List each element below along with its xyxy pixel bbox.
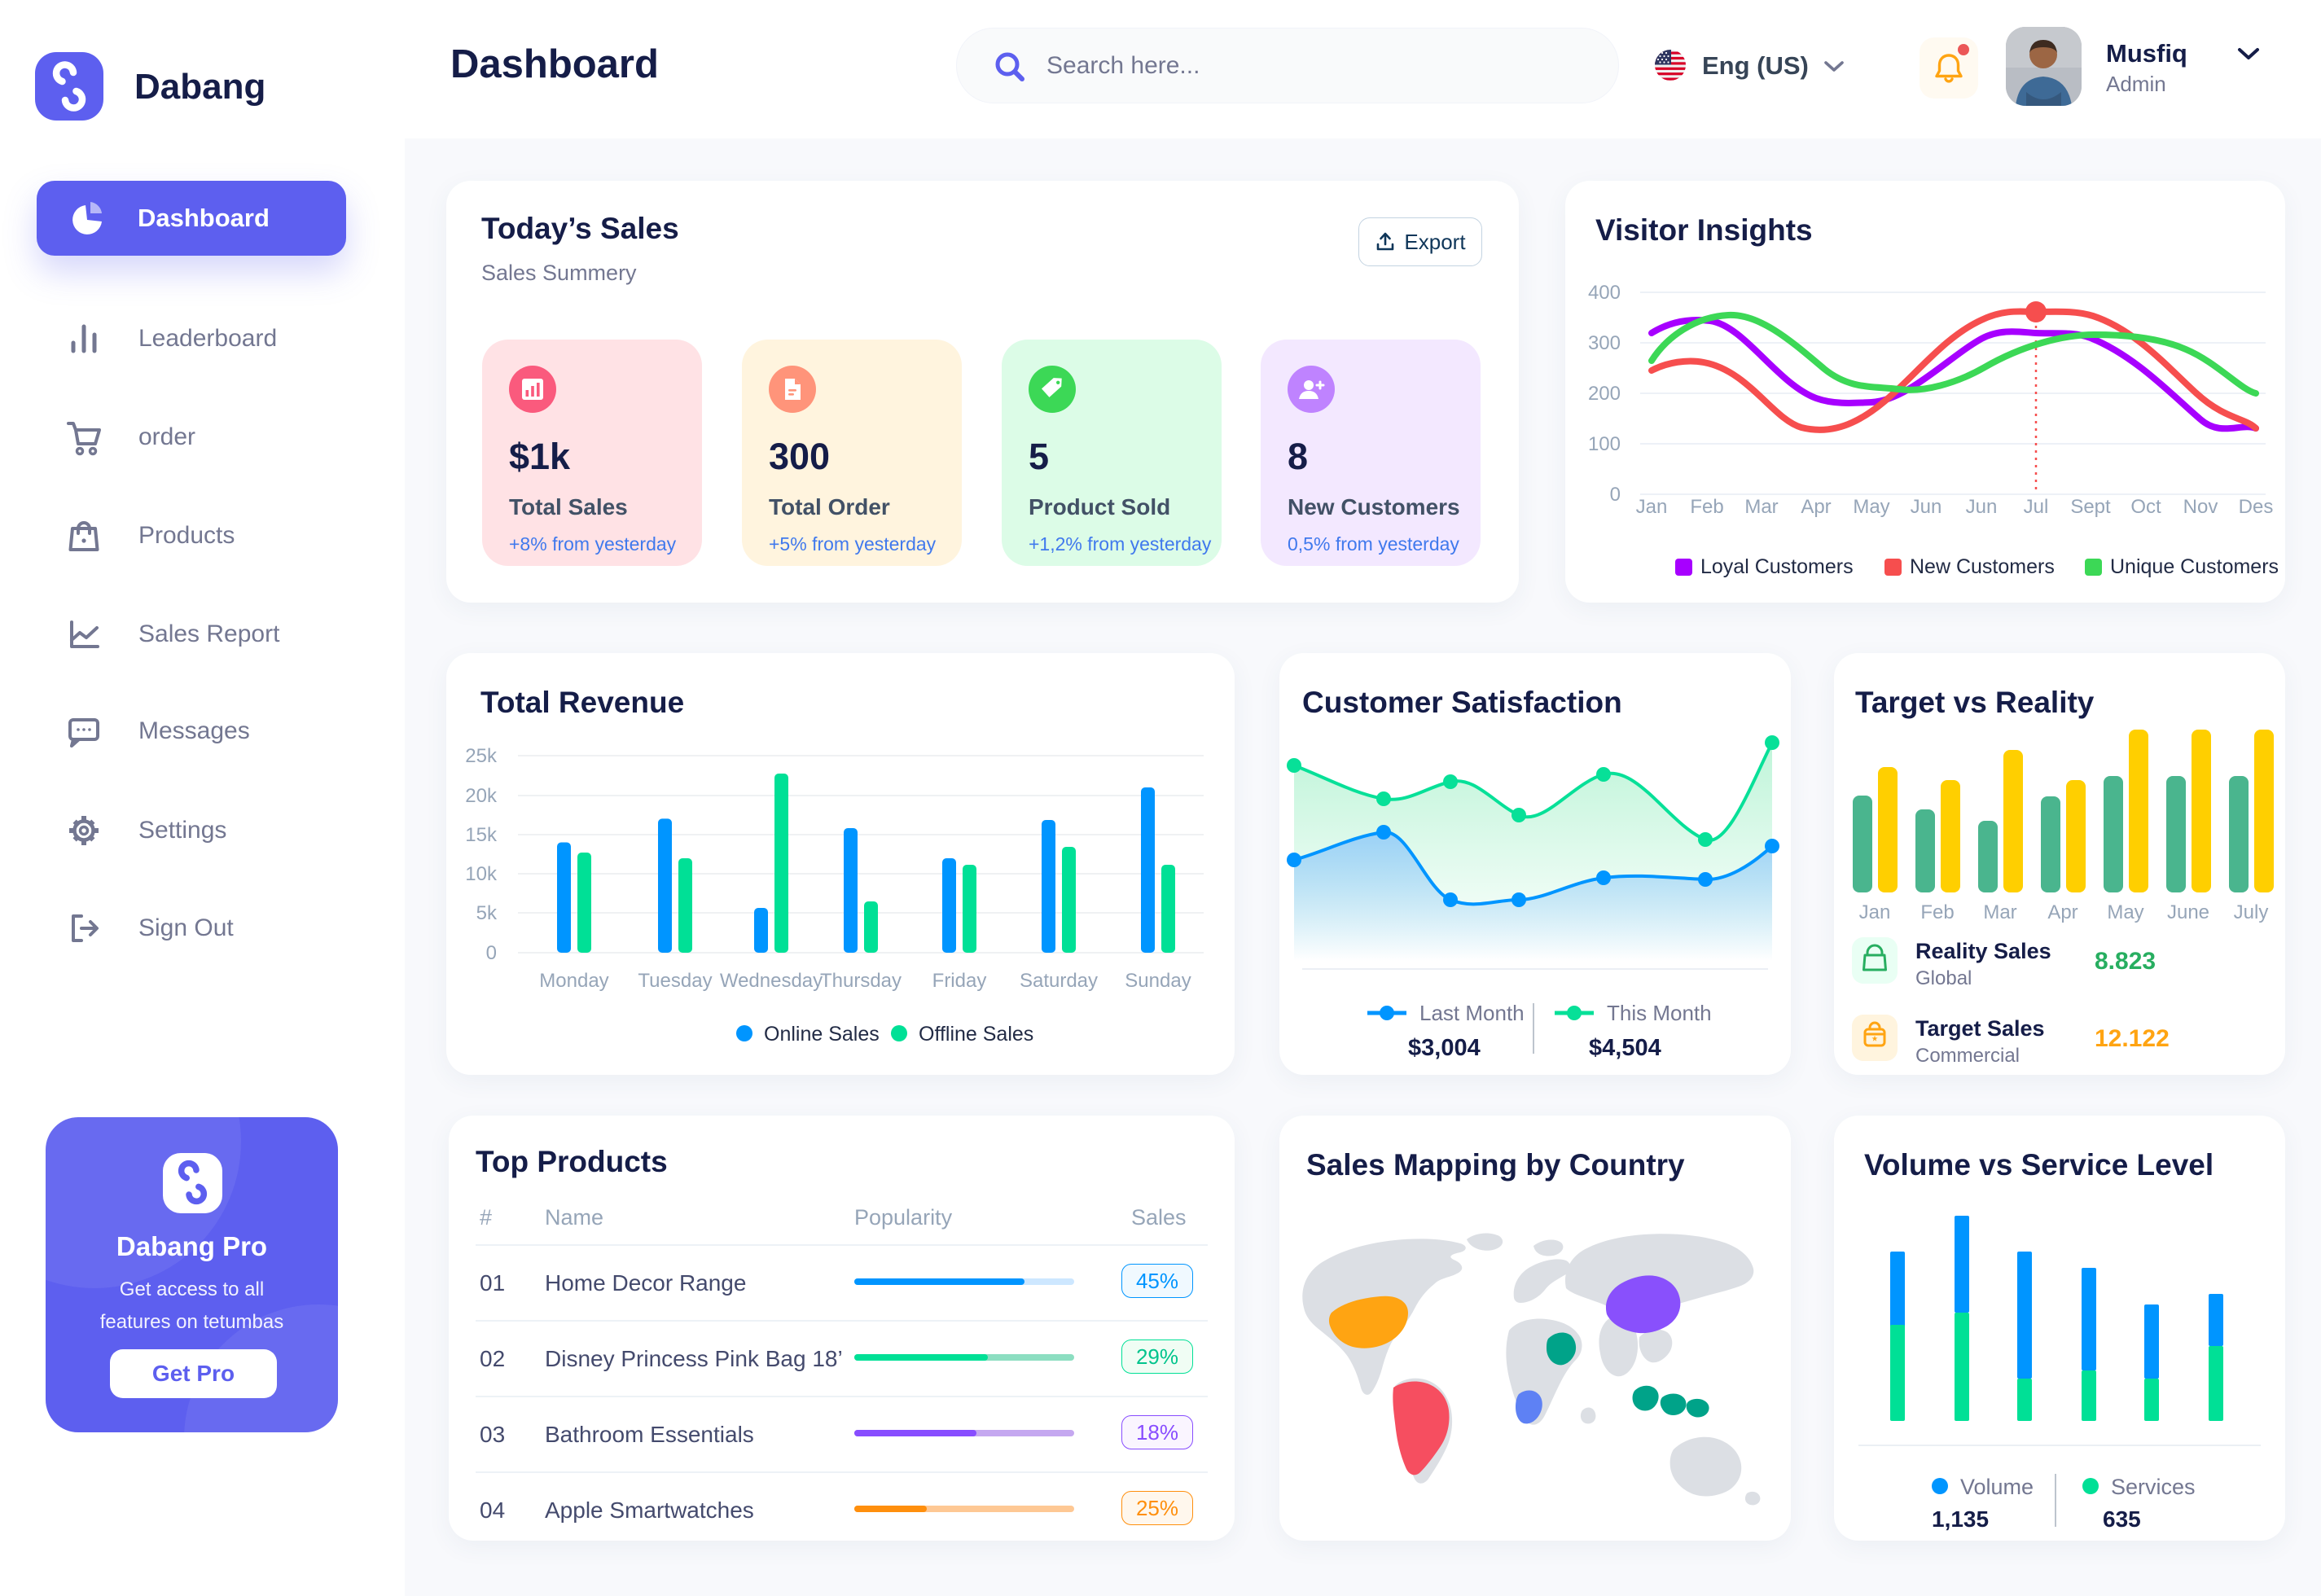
svg-text:Jan: Jan [1859, 901, 1891, 923]
svg-text:Sunday: Sunday [1125, 970, 1191, 992]
svg-text:Apr: Apr [1801, 496, 1831, 518]
svg-text:July: July [2234, 901, 2269, 923]
svg-text:200: 200 [1588, 383, 1621, 405]
svg-text:20k: 20k [465, 785, 498, 807]
svg-text:Sept: Sept [2070, 496, 2111, 518]
svg-text:Apr: Apr [2047, 901, 2077, 923]
svg-text:Mar: Mar [1744, 496, 1778, 518]
svg-text:Jul: Jul [2024, 496, 2049, 518]
svg-text:Unique Customers: Unique Customers [2110, 555, 2279, 578]
svg-text:10k: 10k [465, 863, 498, 885]
svg-text:1,135: 1,135 [1932, 1506, 1989, 1532]
svg-text:$4,504: $4,504 [1589, 1035, 1661, 1061]
svg-text:Tuesday: Tuesday [638, 970, 712, 992]
svg-text:0: 0 [1610, 484, 1621, 506]
svg-text:Global: Global [1915, 967, 1972, 989]
svg-text:June: June [2167, 901, 2209, 923]
svg-text:Commercial: Commercial [1915, 1045, 2020, 1067]
svg-text:Volume: Volume [1960, 1475, 2034, 1499]
svg-text:Monday: Monday [539, 970, 608, 992]
svg-text:Feb: Feb [1920, 901, 1954, 923]
svg-text:Offline Sales: Offline Sales [919, 1023, 1033, 1046]
svg-text:This Month: This Month [1607, 1001, 1712, 1025]
svg-text:25k: 25k [465, 745, 498, 767]
svg-text:Jun: Jun [1966, 496, 1998, 518]
svg-text:Wednesday: Wednesday [720, 970, 823, 992]
svg-text:Thursday: Thursday [820, 970, 902, 992]
svg-text:Jun: Jun [1911, 496, 1942, 518]
svg-text:5k: 5k [476, 902, 498, 924]
svg-text:Services: Services [2111, 1475, 2196, 1499]
svg-text:Feb: Feb [1690, 496, 1723, 518]
svg-text:Des: Des [2239, 496, 2274, 518]
svg-text:Friday: Friday [932, 970, 987, 992]
svg-text:Reality Sales: Reality Sales [1915, 939, 2051, 963]
svg-text:Oct: Oct [2130, 496, 2161, 518]
svg-text:15k: 15k [465, 824, 498, 846]
svg-text:100: 100 [1588, 433, 1621, 455]
svg-text:New Customers: New Customers [1910, 555, 2055, 578]
svg-text:12.122: 12.122 [2095, 1025, 2170, 1052]
svg-text:300: 300 [1588, 332, 1621, 354]
svg-text:May: May [2107, 901, 2143, 923]
svg-text:635: 635 [2103, 1506, 2141, 1532]
svg-text:$3,004: $3,004 [1408, 1035, 1481, 1061]
svg-text:Online Sales: Online Sales [764, 1023, 880, 1046]
svg-text:May: May [1853, 496, 1889, 518]
svg-text:0: 0 [486, 942, 497, 964]
svg-text:Last Month: Last Month [1419, 1001, 1525, 1025]
svg-text:Target Sales: Target Sales [1915, 1016, 2045, 1041]
svg-text:Nov: Nov [2183, 496, 2218, 518]
svg-text:8.823: 8.823 [2095, 948, 2156, 975]
svg-text:400: 400 [1588, 282, 1621, 304]
svg-text:Mar: Mar [1983, 901, 2016, 923]
svg-text:Jan: Jan [1636, 496, 1668, 518]
svg-text:Saturday: Saturday [1020, 970, 1098, 992]
svg-text:Loyal Customers: Loyal Customers [1700, 555, 1854, 578]
